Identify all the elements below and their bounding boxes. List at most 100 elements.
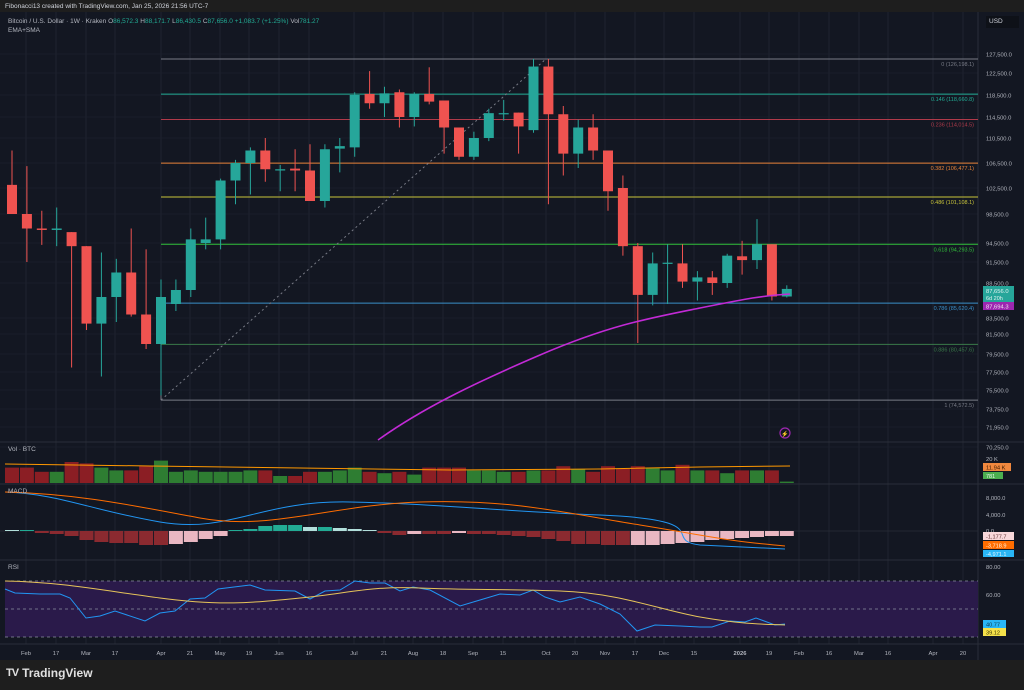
volume-bar [496,471,511,483]
alert-icon[interactable] [779,427,791,439]
candle-body[interactable] [468,138,479,157]
rsi-value: 40.77 [986,623,1000,629]
candle-body[interactable] [81,246,92,324]
candle-body[interactable] [230,163,241,181]
macd-histogram-bar [586,531,601,544]
candle-body[interactable] [632,246,643,295]
candle-body[interactable] [156,297,166,344]
candle-body[interactable] [185,239,196,290]
candle-body[interactable] [513,112,524,127]
candle-body[interactable] [66,232,77,247]
alert-icon[interactable]: ⚡ [781,430,788,438]
macd-histogram-bar [64,531,79,536]
candle-body[interactable] [483,113,494,138]
candle-body[interactable] [647,263,658,295]
candle-body[interactable] [260,150,271,170]
candle-body[interactable] [454,127,464,157]
macd-histogram-bar [660,531,675,544]
candle-body[interactable] [677,263,688,282]
volume-bar [452,467,466,483]
volume-bar [288,476,303,483]
candle-body[interactable] [200,239,211,243]
volume-bar [168,471,183,483]
rsi-tick-label: 60.00 [986,593,1001,599]
fib-level-label: 0.786 (85,620.4) [934,306,975,312]
candle-body[interactable] [334,146,345,149]
macd-pane-label[interactable]: MACD [8,488,28,495]
macd-histogram-bar [481,531,496,534]
time-tick-label: 19 [246,651,252,657]
rsi-pane-label[interactable]: RSI [8,564,19,571]
candle-body[interactable] [737,256,748,261]
macd-histogram-bar [19,530,34,531]
sma-price-value: 87,694.3 [986,305,1009,311]
time-tick-label: 21 [187,651,193,657]
volume-bar [198,471,213,483]
candle-body[interactable] [111,272,122,298]
candle-body[interactable] [305,170,315,202]
candle-body[interactable] [617,188,628,247]
volume-bar [466,470,481,483]
candle-body[interactable] [51,228,62,230]
candle-body[interactable] [96,297,107,324]
price-tick-label: 102,500.0 [986,187,1012,193]
candle-body[interactable] [573,127,584,154]
macd-histogram-bar [377,531,392,533]
candle-body[interactable] [275,169,286,171]
candle-body[interactable] [379,93,390,104]
candle-body[interactable] [245,150,256,164]
volume-bar [660,470,675,483]
candle-body[interactable] [126,272,137,315]
candle-body[interactable] [603,150,613,192]
candle-body[interactable] [7,184,17,214]
candle-body[interactable] [662,262,673,264]
candle-body[interactable] [528,66,539,131]
candle-body[interactable] [36,228,47,230]
currency-label[interactable]: USD [986,16,1019,28]
symbol-title[interactable]: Bitcoin / U.S. Dollar · 1W · Kraken [8,18,107,25]
candle-body[interactable] [558,114,569,154]
candle-body[interactable] [409,93,420,117]
candle-body[interactable] [349,95,360,148]
candle-body[interactable] [781,288,792,297]
candle-body[interactable] [707,277,718,283]
candle-body[interactable] [498,113,509,115]
time-tick-label: 21 [381,651,387,657]
volume-bar [556,466,571,483]
price-tick-label: 73,750.0 [986,408,1009,414]
volume-bar [407,474,422,483]
close-value: 87,656.0 [207,18,233,25]
candle-body[interactable] [439,100,450,128]
rsi-ma-value: 39.12 [986,631,1000,637]
candle-body[interactable] [766,244,777,297]
price-tick-label: 114,500.0 [986,116,1011,122]
candle-body[interactable] [170,290,181,304]
candle-body[interactable] [290,168,301,171]
candle-body[interactable] [319,149,330,201]
volume-pane-label[interactable]: Vol · BTC [8,446,36,453]
candle-body[interactable] [543,66,554,115]
candle-body[interactable] [215,180,226,240]
candle-body[interactable] [394,92,405,117]
candle-body[interactable] [424,93,435,102]
volume-tag [983,472,1003,479]
price-tick-label: 98,500.0 [986,213,1009,219]
macd-histogram-bar [273,525,288,531]
indicator-label[interactable]: EMA+SMA [8,27,40,34]
volume-tick-label: 20 K [986,457,998,463]
time-tick-label: Mar [81,651,91,657]
candle-body[interactable] [21,214,32,229]
fib-level-label: 0.146 (118,660.8) [931,97,974,103]
volume-bar [735,470,750,483]
sma-price-tag [983,302,1014,310]
candle-body[interactable] [141,314,152,345]
volume-bar [64,462,79,483]
tradingview-logo-icon: TV [6,667,19,679]
candle-body[interactable] [588,127,599,151]
candle-body[interactable] [364,93,375,104]
candle-body[interactable] [722,255,733,283]
price-tick-label: 88,500.0 [986,282,1009,288]
candle-body[interactable] [752,244,762,261]
candle-body[interactable] [692,277,703,282]
